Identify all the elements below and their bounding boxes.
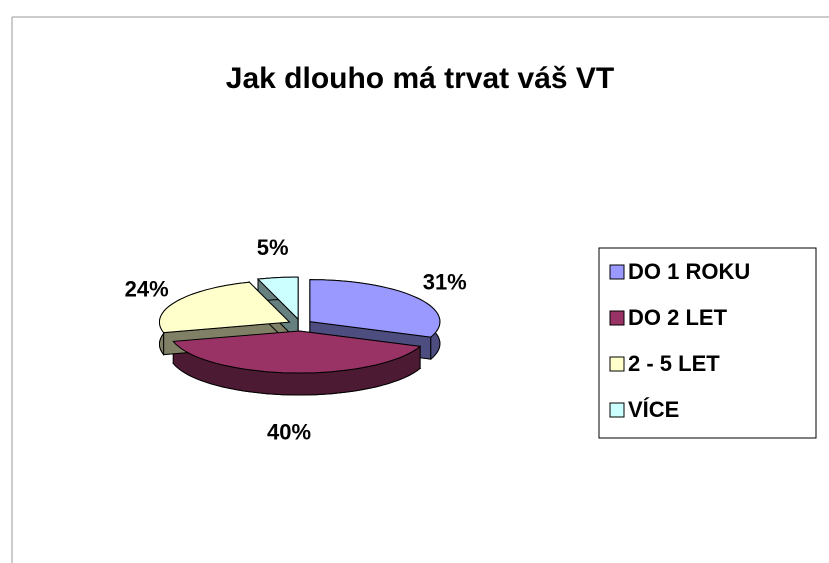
- legend-swatch: [609, 310, 625, 326]
- data-label: 40%: [267, 420, 311, 445]
- legend-label: VÍCE: [628, 397, 679, 422]
- data-label: 5%: [257, 235, 289, 260]
- slice: [309, 279, 441, 338]
- legend-label: DO 2 LET: [628, 305, 728, 330]
- slice: [172, 330, 422, 374]
- legend-swatch: [609, 264, 625, 280]
- chart-title: Jak dlouho má trvat váš VT: [226, 62, 614, 95]
- legend-swatch: [609, 356, 625, 372]
- legend-box: [598, 247, 817, 439]
- slice: [159, 281, 291, 334]
- data-label: 24%: [125, 276, 169, 301]
- slice: [256, 276, 299, 321]
- data-label: 31%: [423, 270, 467, 295]
- legend-swatch: [609, 402, 625, 418]
- legend-label: 2 - 5 LET: [628, 351, 720, 376]
- legend-label: DO 1 ROKU: [628, 259, 750, 284]
